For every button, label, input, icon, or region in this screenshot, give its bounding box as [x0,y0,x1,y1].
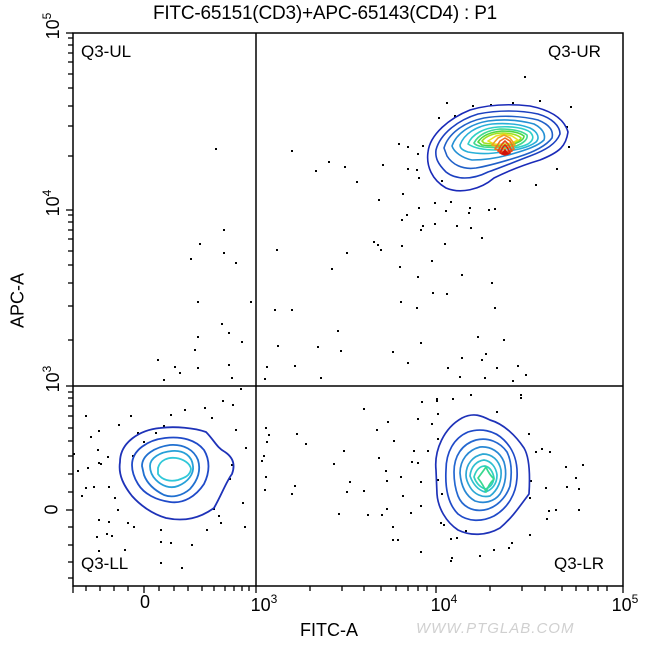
y-tick-label-1e3: 103 [40,365,63,393]
event-dots [73,76,584,569]
plot-frame [72,32,624,587]
quadrant-label-ll: Q3-LL [81,554,129,573]
lr-population-contours [434,414,531,536]
y-tick-label-1e4: 104 [40,189,63,217]
quadrant-label-ul: Q3-UL [81,42,132,61]
y-tick-label-0: 0 [41,504,62,515]
ll-population-contours [118,426,235,521]
x-tick-label-0: 0 [139,592,151,612]
y-tick-label-1e5: 105 [40,12,63,40]
chart-title: FITC-65151(CD3)+APC-65143(CD4) : P1 [152,3,498,24]
y-axis-label: APC-A [7,273,28,329]
x-tick-label-1e5: 105 [611,592,639,615]
ur-population-contours [426,104,569,192]
quadrant-label-ur: Q3-UR [548,42,601,61]
x-tick-label-1e4: 104 [430,592,458,615]
x-tick-label-1e3: 103 [250,592,278,615]
watermark: WWW.PTGLAB.COM [416,620,575,637]
x-axis-label: FITC-A [300,620,358,640]
y-axis-ticks [66,32,73,579]
x-axis-ticks [72,586,624,593]
quadrant-label-lr: Q3-LR [554,554,605,573]
